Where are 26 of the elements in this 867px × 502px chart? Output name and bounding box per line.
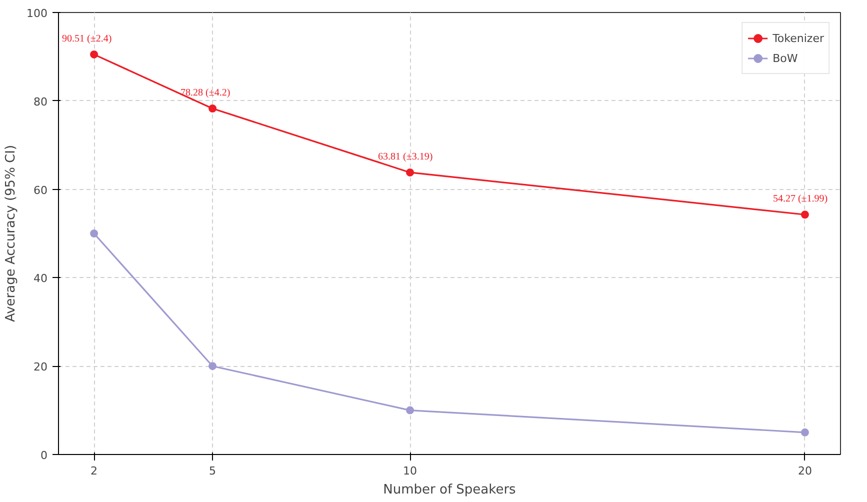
point [406,168,414,176]
y-tick-label: 100 [26,7,48,20]
legend-label: BoW [772,52,798,64]
y-tick-label: 40 [34,272,48,286]
point [406,406,414,414]
data-label: 54.27 (±1.99) [772,194,828,205]
y-tick-label: 60 [34,184,48,197]
x-tick-label: 5 [209,464,216,478]
data-label: 78.28 (±4.2) [180,88,230,98]
point [90,50,98,58]
data-label: 63.81 (±3.19) [378,151,433,162]
x-tick-label: 2 [90,464,98,478]
x-tick-label: 10 [403,464,418,478]
point [208,362,217,370]
y-tick-label: 20 [34,360,48,374]
legend-label: Tokenizer [772,32,824,44]
point [208,104,217,112]
y-tick-label: 80 [34,95,48,108]
point [90,230,98,238]
y-axis-title: Average Accuracy (95% CI) [4,144,19,322]
x-tick-label: 20 [798,464,812,478]
y-tick-label: 0 [40,449,48,462]
x-axis-title: Number of Speakers [383,482,516,498]
point [800,428,809,436]
data-label: 90.51 (±2.4) [62,33,112,44]
point [800,210,809,219]
